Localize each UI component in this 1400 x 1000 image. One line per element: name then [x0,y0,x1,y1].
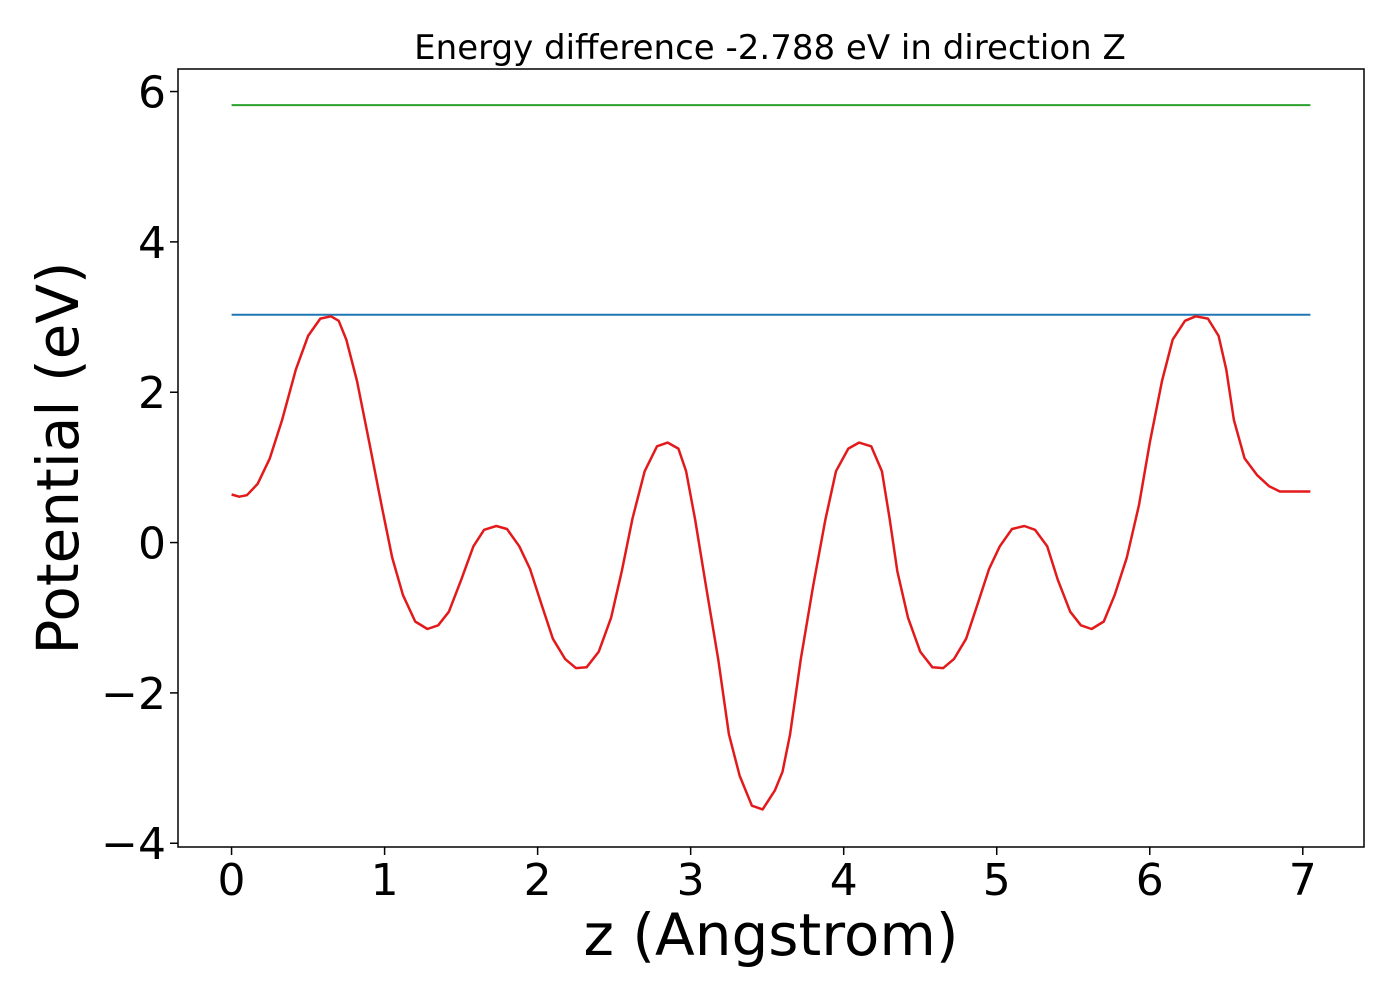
x-tick-label: 3 [677,855,705,906]
potential-curve [231,315,1311,811]
x-tick-label: 2 [524,855,552,906]
x-tick-label: 6 [1136,855,1164,906]
x-tick-label: 4 [830,855,858,906]
x-axis-label: z (Angstrom) [584,901,959,969]
y-tick-label: 0 [138,519,166,570]
x-tick-label: 7 [1289,855,1317,906]
x-axis-ticks: 0 1 2 3 4 5 6 7 [218,847,1317,906]
y-axis-ticks: −4 −2 0 2 4 6 [101,68,178,870]
y-axis-label: Potential (eV) [24,261,92,654]
y-tick-label: 6 [138,68,166,119]
y-tick-label: 4 [138,218,166,269]
y-tick-label: −2 [101,669,166,720]
x-tick-label: 1 [371,855,399,906]
x-tick-label: 5 [983,855,1011,906]
y-tick-label: −4 [101,819,166,870]
y-tick-label: 2 [138,368,166,419]
plot-area-frame [177,68,1365,848]
chart-title: Energy difference -2.788 eV in direction… [414,28,1126,68]
series-layer [231,104,1311,811]
x-tick-label: 0 [218,855,246,906]
